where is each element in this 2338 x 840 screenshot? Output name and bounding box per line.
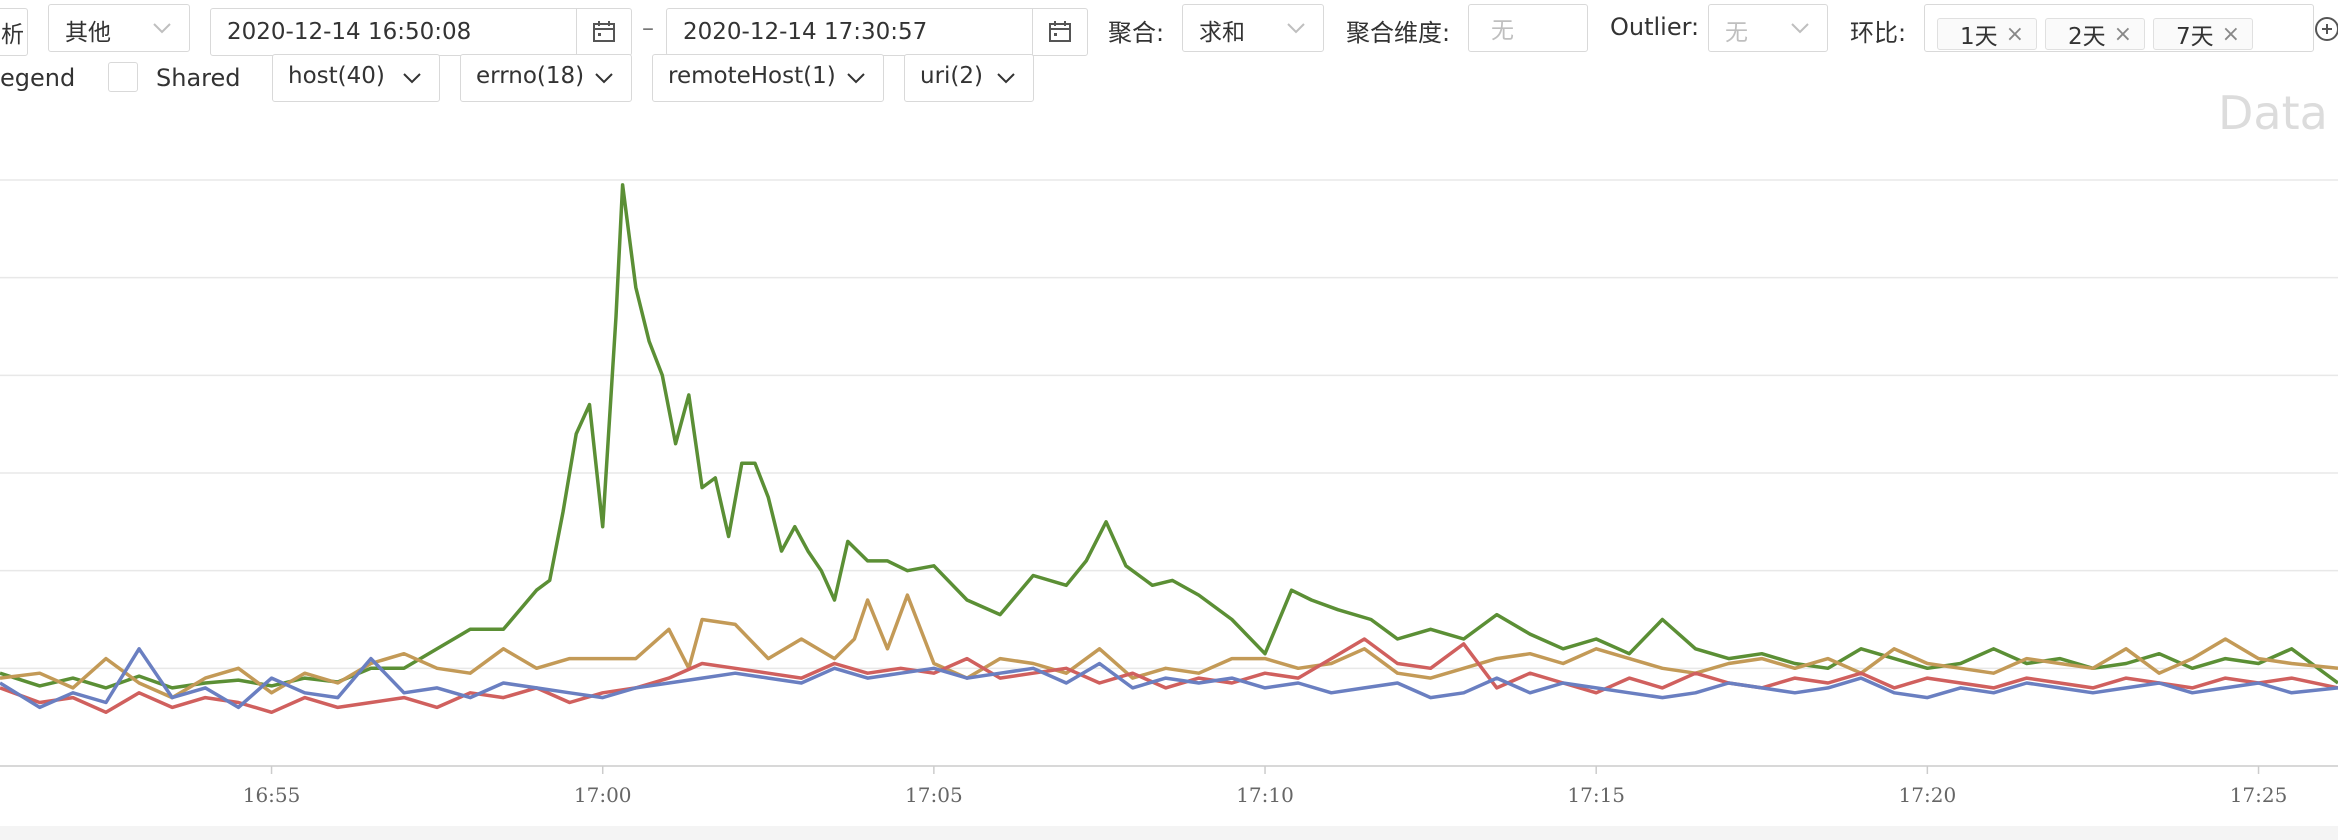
add-circle-icon[interactable] <box>2314 16 2338 42</box>
aggregate-select[interactable]: 求和 <box>1182 4 1324 52</box>
x-tick-label: 17:20 <box>1899 783 1957 807</box>
chevron-down-icon <box>1791 23 1809 34</box>
x-tick-label: 17:05 <box>905 783 963 807</box>
outlier-select[interactable]: 无 <box>1708 4 1828 52</box>
filter-remotehost-select[interactable]: remoteHost(1) <box>652 54 884 102</box>
start-time-value: 2020-12-14 16:50:08 <box>227 19 472 45</box>
partial-left-label: 析 <box>1 22 24 48</box>
series-line-0[interactable] <box>0 183 2338 690</box>
compare-tag-label: 1天 <box>1960 24 1998 50</box>
aggregate-dim-placeholder: 无 <box>1491 18 1514 44</box>
category-select-value: 其他 <box>65 20 111 46</box>
compare-multiselect[interactable]: 1天 × 2天 × 7天 × <box>1924 4 2314 52</box>
series-line-3[interactable] <box>0 647 2338 710</box>
chevron-down-icon <box>403 73 421 84</box>
end-time-value: 2020-12-14 17:30:57 <box>683 19 928 45</box>
compare-label: 环比: <box>1850 19 1907 47</box>
x-tick-label: 17:10 <box>1236 783 1294 807</box>
compare-tag[interactable]: 1天 × <box>1937 18 2037 50</box>
filter-label: errno(18) <box>476 63 585 89</box>
x-tick-label: 16:55 <box>243 783 301 807</box>
filter-label: host(40) <box>288 63 385 89</box>
chart-watermark: Data <box>2218 86 2328 140</box>
close-icon[interactable]: × <box>2005 22 2024 47</box>
aggregate-dim-input[interactable]: 无 <box>1468 4 1588 52</box>
x-tick-label: 17:00 <box>574 783 632 807</box>
aggregate-dim-label: 聚合维度: <box>1346 19 1451 47</box>
partial-left-select[interactable]: 析 <box>0 8 28 56</box>
x-tick-label: 17:15 <box>1567 783 1625 807</box>
compare-tag[interactable]: 2天 × <box>2045 18 2145 50</box>
chevron-down-icon <box>153 23 171 34</box>
filter-label: uri(2) <box>920 63 984 89</box>
compare-tag-label: 7天 <box>2176 24 2214 50</box>
filter-uri-select[interactable]: uri(2) <box>904 54 1034 102</box>
chevron-down-icon <box>847 73 865 84</box>
bottom-scroll-track <box>0 826 2338 840</box>
series-line-2[interactable] <box>0 637 2338 715</box>
compare-tag-label: 2天 <box>2068 24 2106 50</box>
calendar-icon[interactable] <box>576 9 631 55</box>
aggregate-label: 聚合: <box>1108 19 1165 47</box>
chevron-down-icon <box>997 73 1015 84</box>
legend-toggle-label[interactable]: egend <box>0 64 76 92</box>
aggregate-select-value: 求和 <box>1199 20 1245 46</box>
category-select[interactable]: 其他 <box>48 4 190 52</box>
outlier-placeholder: 无 <box>1725 20 1748 46</box>
chevron-down-icon <box>1287 23 1305 34</box>
chevron-down-icon <box>595 73 613 84</box>
filter-errno-select[interactable]: errno(18) <box>460 54 632 102</box>
end-time-picker[interactable]: 2020-12-14 17:30:57 <box>666 8 1088 56</box>
shared-checkbox[interactable] <box>108 62 138 92</box>
close-icon[interactable]: × <box>2113 22 2132 47</box>
filter-label: remoteHost(1) <box>668 63 836 89</box>
compare-tag[interactable]: 7天 × <box>2153 18 2253 50</box>
filter-host-select[interactable]: host(40) <box>272 54 440 102</box>
calendar-icon[interactable] <box>1032 9 1087 55</box>
range-separator: – <box>642 14 654 42</box>
x-tick-label: 17:25 <box>2230 783 2288 807</box>
start-time-picker[interactable]: 2020-12-14 16:50:08 <box>210 8 632 56</box>
outlier-label: Outlier: <box>1610 13 1700 41</box>
close-icon[interactable]: × <box>2221 22 2240 47</box>
shared-label: Shared <box>156 64 241 92</box>
series-line-1[interactable] <box>0 593 2338 700</box>
